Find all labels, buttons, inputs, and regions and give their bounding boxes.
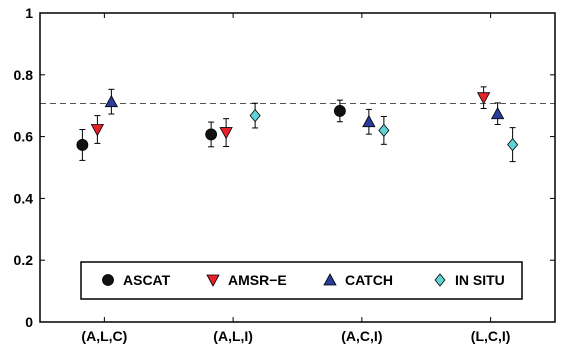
legend: ASCAT AMSR−E CATCH IN SITU: [80, 261, 523, 300]
y-tick-label: 0.6: [14, 129, 34, 145]
x-tick-label: (A,C,I): [341, 328, 382, 344]
y-tick-label: 0: [25, 314, 33, 330]
axes-layer: 0 0.2 0.4 0.6 0.8 1 (A,L,C) (A,L,I) (A,C,I) (L,C,…: [14, 5, 556, 344]
legend-box: [80, 261, 523, 300]
legend-label: CATCH: [345, 272, 393, 288]
legend-label: IN SITU: [455, 272, 505, 288]
data-point: [378, 123, 390, 138]
data-point: [476, 92, 491, 105]
data-point: [104, 94, 119, 108]
legend-marker: [323, 273, 337, 286]
legend-marker: [206, 274, 220, 287]
x-tick-label: (A,L,C): [81, 328, 127, 344]
y-tick-label: 0.4: [14, 190, 34, 206]
data-point: [219, 127, 233, 140]
legend-marker: [102, 274, 114, 286]
legend-label: ASCAT: [123, 272, 171, 288]
data-point: [333, 105, 346, 117]
y-tick-label: 1: [25, 5, 33, 21]
legend-label: AMSR−E: [228, 272, 287, 288]
x-tick-label: (A,L,I): [213, 328, 253, 344]
y-tick-label: 0.8: [14, 67, 34, 83]
legend-marker: [434, 273, 446, 287]
data-point: [90, 124, 105, 137]
y-tick-label: 0.2: [14, 252, 34, 268]
data-point: [249, 108, 261, 123]
data-point: [490, 106, 505, 120]
data-point: [205, 128, 218, 141]
plot-frame: [39, 12, 556, 323]
data-point: [76, 139, 89, 151]
data-point: [362, 114, 376, 128]
x-tick-label: (L,C,I): [471, 328, 511, 344]
data-point: [507, 138, 519, 152]
marks-layer: [76, 86, 519, 163]
